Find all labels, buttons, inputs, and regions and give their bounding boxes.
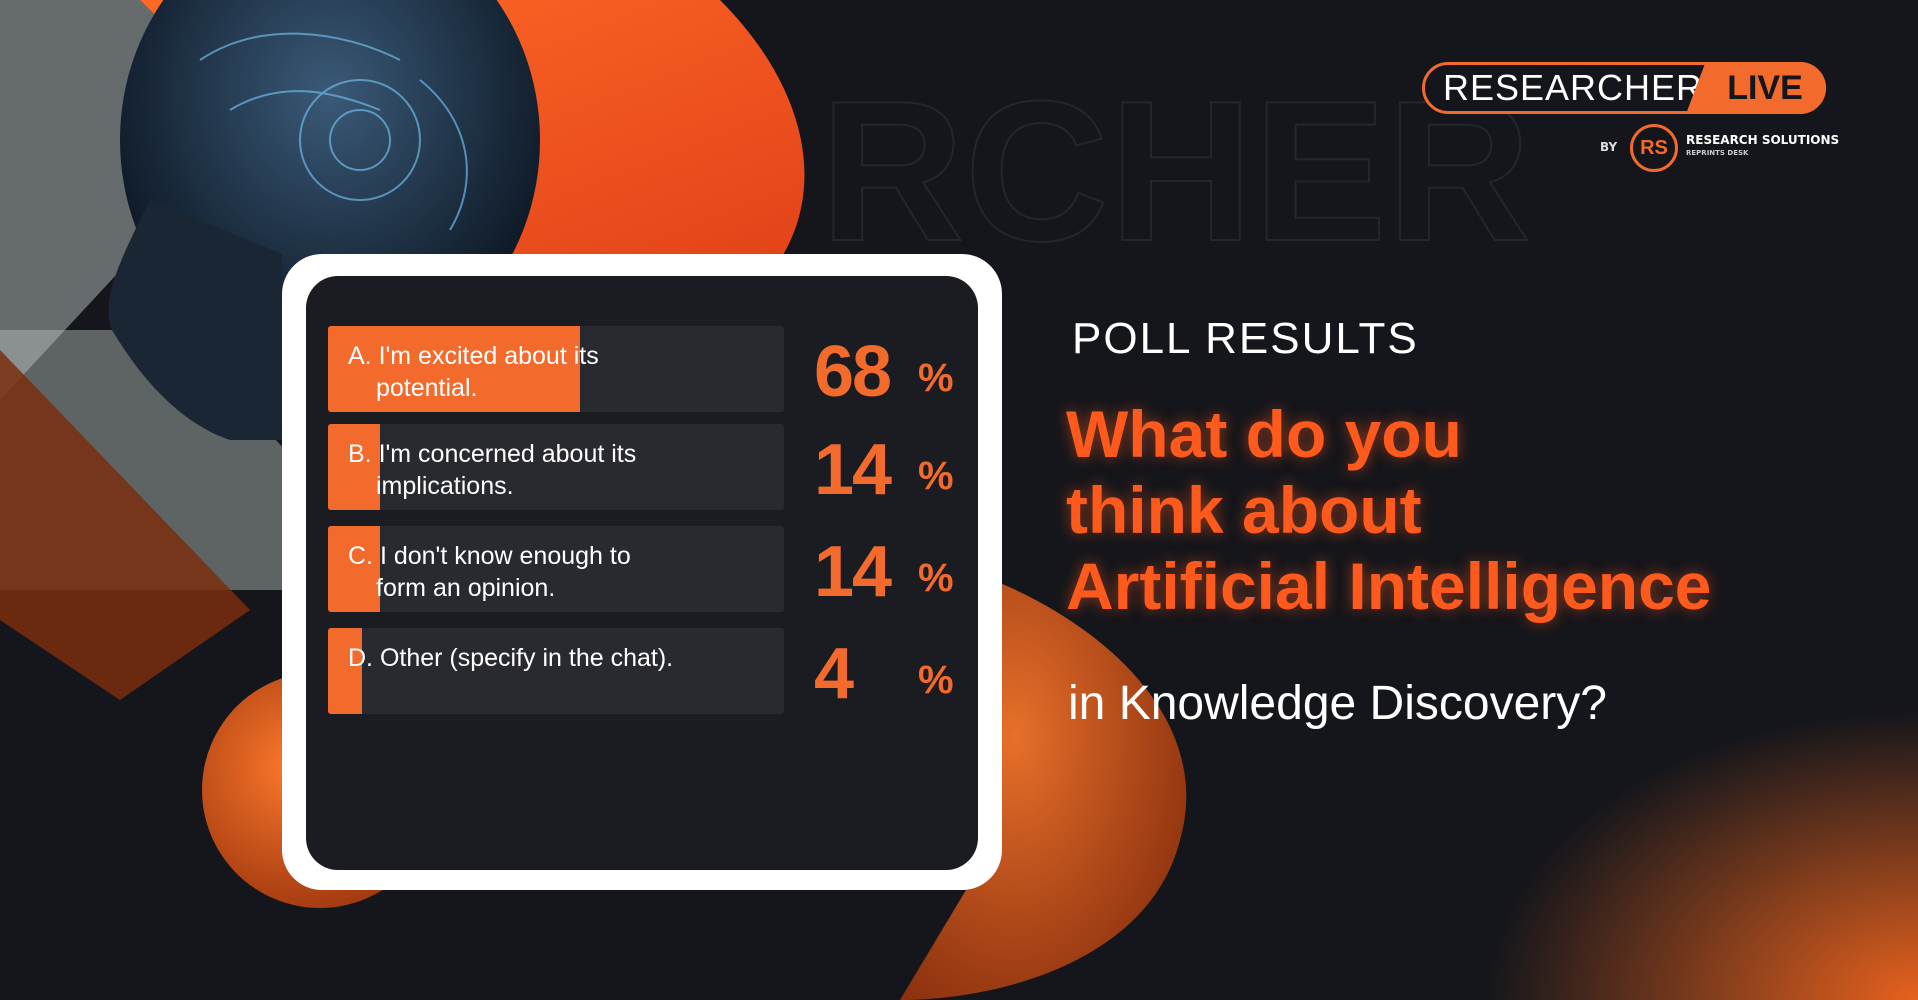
poll-bar-fill [328,424,380,510]
question-line-3: Artificial Intelligence [1066,549,1712,623]
poll-option-bar: C. I don't know enough to form an opinion… [328,526,784,612]
poll-bar-fill [328,628,362,714]
percent-sign: % [918,454,954,498]
poll-option-label: A. I'm excited about its potential. [348,340,748,404]
logo-company: RESEARCH SOLUTIONS [1686,133,1840,147]
poll-bar-fill [328,526,380,612]
logo-byline: BY RS RESEARCH SOLUTIONS REPRINTS DESK [1600,124,1840,174]
poll-percentage-value: 14 [814,430,892,510]
poll-option-label-line: D. Other (specify in the chat). [348,644,674,672]
poll-results-heading: POLL RESULTS [1072,314,1419,363]
percent-sign: % [918,658,954,702]
poll-option-label-line: A. I'm excited about its [348,342,599,370]
question-line-1: What do you [1066,397,1462,471]
poll-option-label-line: potential. [376,374,478,402]
poll-percentage-value: 14 [814,532,892,612]
poll-option-label-line: implications. [376,472,514,500]
logo-name-right: LIVE [1686,62,1826,114]
poll-bar-fill [328,326,580,412]
percent-sign: % [918,556,954,600]
logo-by: BY [1600,140,1618,154]
poll-percentage-value: 68 [814,332,892,412]
logo-name-left: RESEARCHER [1443,67,1704,108]
percent-sign: % [918,356,954,400]
poll-bar-track [328,526,784,612]
poll-percentage-value: 4 [814,634,854,714]
poll-percentage: 14% [814,526,964,612]
logo-company-sub: REPRINTS DESK [1686,149,1749,157]
rs-monogram-icon: RS [1630,124,1678,172]
poll-option-bar: D. Other (specify in the chat). [328,628,784,714]
poll-option-bar: A. I'm excited about its potential. [328,326,784,412]
poll-bar-track [328,628,784,714]
poll-percentage: 4% [814,628,964,714]
poll-results-card: A. I'm excited about its potential. 68% B. … [306,276,978,870]
poll-percentage: 14% [814,424,964,510]
poll-option-bar: B. I'm concerned about its implications. [328,424,784,510]
poll-option-label-line: form an opinion. [376,574,556,602]
poll-option-label: C. I don't know enough to form an opinion… [348,540,748,604]
poll-bar-track [328,424,784,510]
researcher-live-logo: RESEARCHER LIVE BY RS RESEARCH SOLUTIONS… [1422,62,1839,172]
poll-option-label: B. I'm concerned about its implications. [348,438,748,502]
question-line-2: think about [1066,473,1422,547]
poll-option-label-line: C. I don't know enough to [348,542,631,570]
logo-pill: RESEARCHER LIVE [1422,62,1826,114]
poll-option-label: D. Other (specify in the chat). [348,642,748,674]
poll-percentage: 68% [814,326,964,412]
poll-card-frame: A. I'm excited about its potential. 68% B. … [282,254,1002,890]
poll-option-label-line: B. I'm concerned about its [348,440,637,468]
poll-question: What do you think about Artificial Intel… [1066,396,1886,624]
question-tail: in Knowledge Discovery? [1068,677,1607,730]
svg-text:RCHER: RCHER [820,60,1531,283]
